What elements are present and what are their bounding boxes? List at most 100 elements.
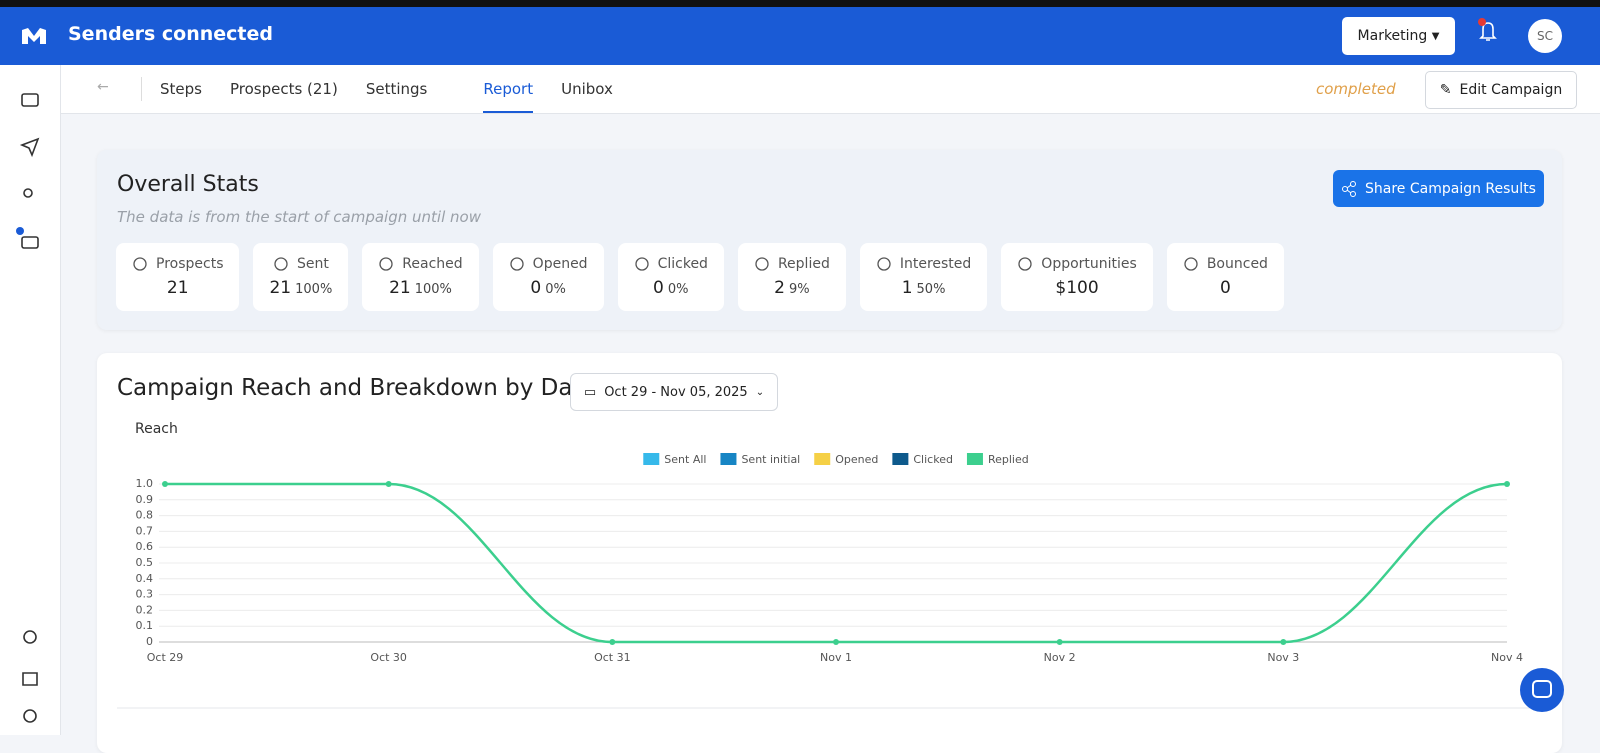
stat-percent: 100%	[414, 282, 452, 297]
stat-value: 1	[901, 278, 913, 298]
legend-swatch	[892, 453, 909, 465]
legend-swatch	[966, 453, 983, 465]
divider	[141, 77, 142, 101]
stat-value: 2	[774, 278, 785, 298]
stat-card: Prospects 21	[116, 243, 240, 311]
app-title: Senders connected	[68, 23, 273, 45]
stat-icon	[634, 257, 649, 271]
legend-item: Sent All	[643, 453, 706, 466]
legend-label: Sent initial	[741, 453, 800, 466]
tab[interactable]: Prospects (21)	[229, 80, 338, 98]
y-tick-label: 0	[146, 635, 153, 648]
stat-label: Opportunities	[1041, 256, 1137, 272]
stat-icon	[755, 257, 769, 271]
settings-icon[interactable]	[23, 630, 37, 644]
x-tick-label: Oct 30	[370, 651, 407, 664]
legend-label: Clicked	[913, 453, 953, 466]
inbox-dot	[16, 227, 24, 235]
send-icon[interactable]	[19, 137, 40, 158]
y-tick-label: 0.2	[136, 603, 154, 616]
y-tick-label: 0.7	[136, 524, 154, 537]
workspace-select[interactable]: Marketing ▼	[1342, 17, 1455, 55]
stat-value: 21	[269, 278, 292, 298]
tab-bar: ←	[61, 65, 1600, 114]
people-icon[interactable]	[23, 188, 33, 198]
edit-campaign-button[interactable]: ✎ Edit Campaign	[1425, 71, 1577, 109]
date-range-picker[interactable]: ▭ Oct 29 - Nov 05, 2025 ⌄	[570, 373, 778, 411]
legend-label: Sent All	[664, 453, 706, 466]
overall-subtitle: The data is from the start of campaign u…	[117, 208, 481, 226]
notification-bell[interactable]	[1476, 18, 1500, 44]
chart-section-title: Campaign Reach and Breakdown by Date	[117, 375, 596, 401]
top-strip	[0, 0, 1600, 7]
help-icon[interactable]	[23, 709, 37, 723]
tab[interactable]: Unibox	[561, 80, 613, 98]
legend-swatch	[814, 453, 831, 465]
campaign-status: completed	[1316, 80, 1396, 98]
data-point	[385, 481, 392, 487]
legend-swatch	[643, 453, 660, 465]
x-tick-label: Oct 31	[594, 651, 631, 664]
stat-value-row: 0	[1220, 278, 1231, 298]
chat-icon	[1532, 680, 1552, 698]
legend-label: Opened	[835, 453, 878, 466]
date-range: Oct 29 - Nov 05, 2025	[604, 384, 748, 400]
stat-icon	[510, 257, 524, 271]
stat-header: Interested	[876, 256, 971, 272]
x-tick-label: Nov 2	[1044, 651, 1076, 664]
y-tick-label: 0.9	[136, 493, 154, 506]
stat-value-row: 21	[167, 278, 189, 298]
stat-header: Bounced	[1183, 256, 1268, 272]
stat-percent: 9%	[789, 282, 810, 297]
tab[interactable]: Steps	[160, 80, 202, 98]
x-tick-label: Oct 29	[147, 651, 184, 664]
share-label: Share Campaign Results	[1365, 180, 1536, 197]
chart-title: Reach	[135, 421, 178, 437]
stat-label: Reached	[402, 256, 463, 272]
tab[interactable]: Settings	[365, 80, 428, 98]
y-tick-label: 0.8	[136, 509, 154, 522]
stat-header: Prospects	[132, 256, 223, 272]
y-tick-label: 0.1	[136, 619, 154, 632]
data-point	[162, 481, 168, 487]
legend-item: Opened	[814, 453, 878, 466]
stat-card: Reached 21 100%	[362, 243, 479, 311]
stat-header: Replied	[754, 256, 830, 272]
y-tick-label: 0.3	[136, 588, 154, 601]
inbox-icon[interactable]	[21, 236, 39, 249]
header	[0, 7, 1600, 65]
sidebar	[0, 65, 61, 735]
stat-value: 21	[389, 278, 411, 298]
stat-value: 0	[1219, 278, 1231, 298]
back-button[interactable]: ←	[97, 79, 109, 95]
chart: Reach 0 0.1 0.2 0.3 0.4 0.5 0.6 0.7 0.8 0.9 1.0 Oct…	[117, 421, 1542, 709]
x-tick-label: Nov 3	[1267, 651, 1299, 664]
stat-percent: 50%	[916, 282, 946, 297]
stat-header: Opened	[509, 256, 588, 272]
stat-card: Sent 21 100%	[253, 243, 349, 311]
stat-header: Sent	[273, 256, 329, 272]
stats-row: Prospects 21 Sent 21 100% Reached 21 100% Opened…	[116, 243, 1284, 311]
data-point	[1056, 639, 1063, 645]
stat-icon	[877, 257, 891, 271]
stat-value-row: 21 100%	[389, 278, 452, 298]
stat-icon	[379, 257, 393, 271]
share-button[interactable]: Share Campaign Results	[1333, 170, 1544, 207]
stat-icon	[1018, 257, 1032, 271]
workspace-name: Marketing	[1357, 28, 1428, 44]
stat-card: Opportunities $100	[1001, 243, 1153, 311]
mail-icon[interactable]	[21, 93, 39, 107]
stat-value-row: 21 100%	[269, 278, 332, 298]
stat-card: Opened 0 0%	[492, 243, 604, 311]
y-tick-label: 0.6	[136, 540, 154, 553]
chat-button[interactable]	[1520, 668, 1564, 712]
stat-label: Replied	[777, 256, 830, 272]
data-point	[1280, 639, 1287, 645]
integrations-icon[interactable]	[22, 672, 38, 686]
tab[interactable]: Report	[483, 65, 534, 113]
stat-card: Interested 1 50%	[859, 243, 988, 311]
legend-item: Sent initial	[720, 453, 800, 466]
stat-percent: 0%	[667, 282, 689, 297]
avatar[interactable]: SC	[1528, 19, 1562, 53]
legend-label: Replied	[988, 453, 1029, 466]
